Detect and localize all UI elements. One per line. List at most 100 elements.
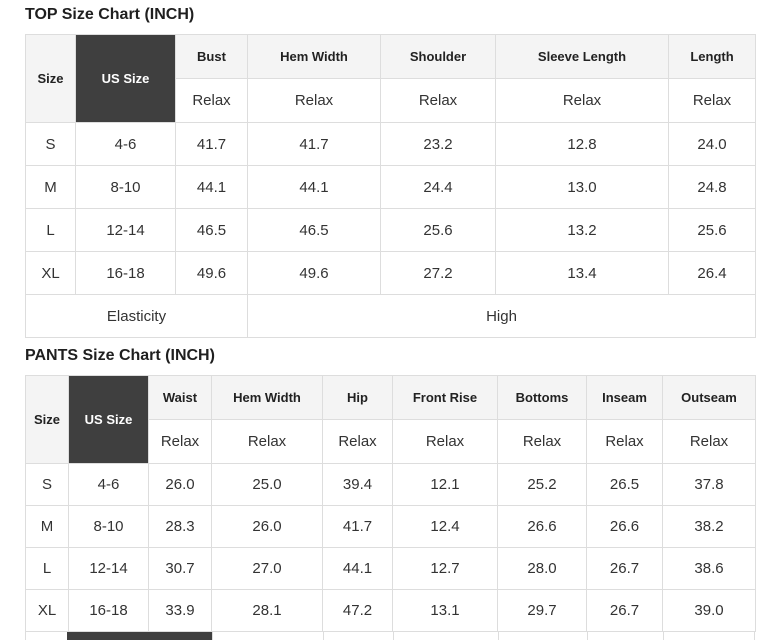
fit-type-cell: Relax [175, 78, 248, 123]
size-cell: M [25, 165, 76, 209]
measure-column-header: Inseam [586, 375, 663, 420]
measurement-cell: 24.0 [668, 122, 756, 166]
measurement-cell: 27.2 [380, 251, 496, 295]
measurement-cell: 30.7 [148, 547, 212, 590]
cell-divider [663, 632, 664, 640]
cell-divider [323, 632, 324, 640]
size-cell: L [25, 547, 69, 590]
size-row: L 12-14 30.7 27.0 44.1 12.7 28.0 26.7 38.6 [25, 547, 756, 590]
us-size-cell: 16-18 [75, 251, 176, 295]
top-size-table: Size US Size Bust Hem Width Shoulder Sleeve L… [25, 34, 756, 338]
measurement-cell: 13.1 [392, 589, 498, 632]
measurement-cell: 28.3 [148, 505, 212, 548]
size-column-header: Size [25, 34, 76, 123]
measurement-cell: 13.0 [495, 165, 669, 209]
measurement-cell: 26.4 [668, 251, 756, 295]
measurement-cell: 37.8 [662, 463, 756, 506]
measurement-cell: 39.4 [322, 463, 393, 506]
measure-column-header: Hem Width [211, 375, 323, 420]
measurement-cell: 28.0 [497, 547, 587, 590]
fit-type-cell: Relax [211, 419, 323, 464]
measurement-cell: 24.4 [380, 165, 496, 209]
fit-type-cell: Relax [148, 419, 212, 464]
cell-divider [587, 632, 588, 640]
measure-column-header: Shoulder [380, 34, 496, 79]
us-size-cell: 8-10 [75, 165, 176, 209]
size-column-header: Size [25, 375, 69, 464]
size-row: XL 16-18 33.9 28.1 47.2 13.1 29.7 26.7 39.0 [25, 589, 756, 632]
size-cell: XL [25, 251, 76, 295]
size-row: S 4-6 26.0 25.0 39.4 12.1 25.2 26.5 37.8 [25, 463, 756, 506]
size-cell: S [25, 122, 76, 166]
fit-type-cell: Relax [247, 78, 381, 123]
measurement-cell: 38.6 [662, 547, 756, 590]
measurement-cell: 49.6 [175, 251, 248, 295]
measurement-cell: 25.0 [211, 463, 323, 506]
measurement-cell: 41.7 [322, 505, 393, 548]
fit-type-cell: Relax [392, 419, 498, 464]
measurement-cell: 12.8 [495, 122, 669, 166]
measure-column-header: Bottoms [497, 375, 587, 420]
measurement-cell: 24.8 [668, 165, 756, 209]
us-size-column-header: US Size [68, 375, 149, 464]
fit-type-cell: Relax [497, 419, 587, 464]
measure-column-header: Bust [175, 34, 248, 79]
measurement-cell: 12.7 [392, 547, 498, 590]
measurement-cell: 13.2 [495, 208, 669, 252]
fit-type-cell: Relax [586, 419, 663, 464]
pants-chart-title: PANTS Size Chart (INCH) [25, 347, 215, 364]
measure-column-header: Outseam [662, 375, 756, 420]
measurement-cell: 25.2 [497, 463, 587, 506]
measurement-cell: 33.9 [148, 589, 212, 632]
fit-type-cell: Relax [322, 419, 393, 464]
measurement-cell: 39.0 [662, 589, 756, 632]
us-size-cell: 8-10 [68, 505, 149, 548]
fit-type-row: Relax Relax Relax Relax Relax Relax Relax [26, 419, 756, 464]
size-row: M 8-10 28.3 26.0 41.7 12.4 26.6 26.6 38.2 [25, 505, 756, 548]
measure-column-header: Sleeve Length [495, 34, 669, 79]
measurement-cell: 44.1 [322, 547, 393, 590]
measurement-cell: 29.7 [497, 589, 587, 632]
measurement-cell: 26.7 [586, 589, 663, 632]
size-row: M 8-10 44.1 44.1 24.4 13.0 24.8 [25, 165, 756, 209]
measurement-cell: 28.1 [211, 589, 323, 632]
measurement-cell: 26.5 [586, 463, 663, 506]
measurement-cell: 46.5 [247, 208, 381, 252]
us-size-cell: 4-6 [68, 463, 149, 506]
measurement-cell: 27.0 [211, 547, 323, 590]
cell-divider [498, 632, 499, 640]
measurement-cell: 23.2 [380, 122, 496, 166]
measurement-cell: 41.7 [247, 122, 381, 166]
fit-type-cell: Relax [380, 78, 496, 123]
measure-column-header: Front Rise [392, 375, 498, 420]
us-size-column-header: US Size [75, 34, 176, 123]
measure-column-header: Waist [148, 375, 212, 420]
us-size-cell: 16-18 [68, 589, 149, 632]
us-size-cell: 4-6 [75, 122, 176, 166]
us-size-cell: 12-14 [68, 547, 149, 590]
size-cell: L [25, 208, 76, 252]
header-row: Size US Size Bust Hem Width Shoulder Sleeve L… [25, 34, 756, 123]
measurement-cell: 13.4 [495, 251, 669, 295]
measurement-cell: 12.4 [392, 505, 498, 548]
measurement-cell: 26.0 [148, 463, 212, 506]
fit-type-row: Relax Relax Relax Relax Relax [26, 78, 756, 123]
measurement-cell: 26.0 [211, 505, 323, 548]
cell-divider [212, 632, 213, 640]
measure-column-header: Hip [322, 375, 393, 420]
header-row: Size US Size Waist Hem Width Hip Front Rise Bo… [25, 375, 756, 464]
measurement-cell: 26.6 [497, 505, 587, 548]
measurement-cell: 49.6 [247, 251, 381, 295]
truncated-next-row [25, 632, 755, 640]
measure-column-header: Hem Width [247, 34, 381, 79]
measurement-cell: 12.1 [392, 463, 498, 506]
size-cell: S [25, 463, 69, 506]
measurement-cell: 25.6 [668, 208, 756, 252]
measurement-cell: 44.1 [175, 165, 248, 209]
fit-type-cell: Relax [668, 78, 756, 123]
measurement-cell: 44.1 [247, 165, 381, 209]
size-row: XL 16-18 49.6 49.6 27.2 13.4 26.4 [25, 251, 756, 295]
measurement-cell: 41.7 [175, 122, 248, 166]
measurement-cell: 47.2 [322, 589, 393, 632]
size-row: L 12-14 46.5 46.5 25.6 13.2 25.6 [25, 208, 756, 252]
